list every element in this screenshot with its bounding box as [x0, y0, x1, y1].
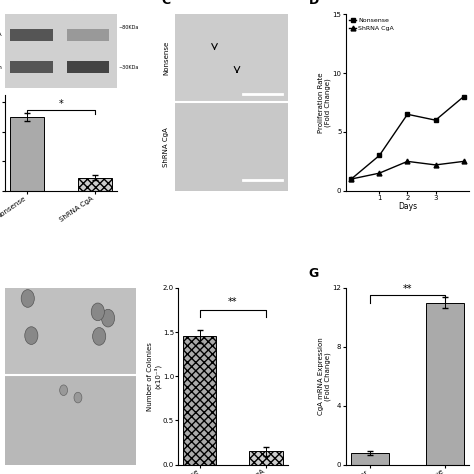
Bar	[183, 337, 216, 465]
ShRNA CgA	[433, 162, 438, 168]
Circle shape	[21, 290, 34, 307]
Bar	[351, 453, 389, 465]
Nonsense	[405, 111, 410, 117]
Text: **: **	[228, 297, 237, 307]
Text: G: G	[309, 267, 319, 280]
Text: ShRNA CgA: ShRNA CgA	[163, 127, 169, 166]
X-axis label: Days: Days	[398, 202, 417, 211]
FancyBboxPatch shape	[10, 62, 53, 73]
Nonsense	[461, 94, 466, 100]
Y-axis label: CgA mRNA Expression
(Fold Change): CgA mRNA Expression (Fold Change)	[318, 337, 331, 415]
Text: D: D	[309, 0, 319, 7]
Nonsense	[433, 118, 438, 123]
FancyBboxPatch shape	[66, 62, 109, 73]
Legend: Nonsense, ShRNA CgA: Nonsense, ShRNA CgA	[349, 18, 394, 31]
Text: CgA: CgA	[0, 32, 2, 37]
Line: Nonsense: Nonsense	[349, 94, 466, 182]
Line: ShRNA CgA: ShRNA CgA	[349, 159, 466, 182]
Text: ShRNA CgA: ShRNA CgA	[71, 0, 105, 1]
Circle shape	[25, 327, 38, 345]
Bar	[175, 14, 288, 101]
Text: ~30KDa: ~30KDa	[118, 65, 138, 70]
Bar	[78, 178, 112, 191]
Circle shape	[60, 385, 67, 395]
FancyBboxPatch shape	[10, 29, 53, 41]
Bar	[10, 117, 44, 191]
Bar	[426, 302, 464, 465]
Text: Nonsense: Nonsense	[17, 0, 46, 1]
Text: ~80KDa: ~80KDa	[118, 25, 138, 30]
Nonsense	[348, 176, 354, 182]
ShRNA CgA	[405, 158, 410, 164]
Y-axis label: Proliferation Rate
(Fold Change): Proliferation Rate (Fold Change)	[318, 72, 331, 133]
Text: C: C	[162, 0, 171, 7]
Text: **: **	[403, 284, 412, 294]
Text: Actin: Actin	[0, 65, 2, 70]
Nonsense	[376, 153, 382, 158]
Text: Nonsense: Nonsense	[163, 41, 169, 75]
Text: *: *	[59, 99, 64, 109]
ShRNA CgA	[376, 170, 382, 176]
Bar	[5, 288, 136, 374]
Y-axis label: Number of Colonies
(x10⁻³): Number of Colonies (x10⁻³)	[146, 342, 161, 410]
Circle shape	[101, 310, 115, 327]
Circle shape	[92, 328, 106, 345]
ShRNA CgA	[461, 158, 466, 164]
FancyBboxPatch shape	[66, 29, 109, 41]
Circle shape	[74, 392, 82, 403]
Bar	[249, 451, 283, 465]
ShRNA CgA	[348, 176, 354, 182]
Circle shape	[91, 303, 104, 321]
